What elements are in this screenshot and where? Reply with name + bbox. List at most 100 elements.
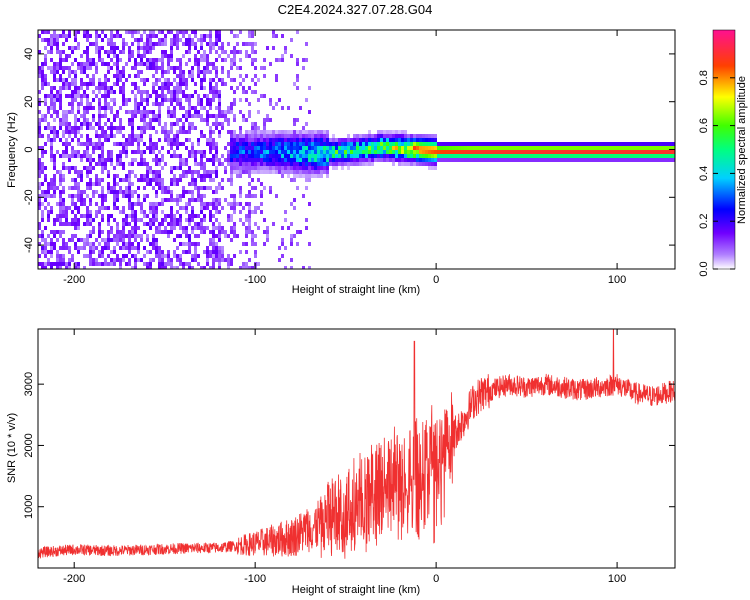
heatmap-cell [164, 82, 167, 86]
heatmap-cell [143, 178, 146, 182]
heatmap-cell [200, 70, 203, 74]
heatmap-cell [653, 142, 656, 146]
heatmap-cell [149, 110, 152, 114]
heatmap-cell [398, 134, 401, 138]
heatmap-cell [209, 82, 212, 86]
heatmap-cell [272, 46, 275, 50]
heatmap-cell [203, 218, 206, 222]
heatmap-cell [143, 118, 146, 122]
heatmap-cell [239, 186, 242, 190]
heatmap-cell [509, 146, 512, 150]
heatmap-cell [71, 210, 74, 214]
heatmap-cell [209, 46, 212, 50]
heatmap-cell [140, 34, 143, 38]
heatmap-cell [62, 110, 65, 114]
heatmap-cell [128, 198, 131, 202]
heatmap-cell [155, 42, 158, 46]
heatmap-cell [137, 178, 140, 182]
heatmap-cell [272, 30, 275, 34]
heatmap-cell [284, 246, 287, 250]
heatmap-cell [239, 194, 242, 198]
heatmap-cell [56, 38, 59, 42]
heatmap-cell [218, 262, 221, 266]
heatmap-cell [206, 262, 209, 266]
heatmap-cell [245, 134, 248, 138]
heatmap-cell [206, 186, 209, 190]
heatmap-cell [143, 158, 146, 162]
heatmap-cell [131, 158, 134, 162]
heatmap-cell [53, 218, 56, 222]
heatmap-cell [206, 170, 209, 174]
heatmap-cell [44, 194, 47, 198]
heatmap-cell [110, 130, 113, 134]
heatmap-cell [125, 154, 128, 158]
heatmap-cell [203, 170, 206, 174]
heatmap-cell [359, 134, 362, 138]
heatmap-cell [59, 174, 62, 178]
heatmap-cell [425, 158, 428, 162]
heatmap-cell [521, 154, 524, 158]
heatmap-cell [173, 106, 176, 110]
heatmap-cell [230, 78, 233, 82]
heatmap-cell [53, 162, 56, 166]
heatmap-cell [134, 218, 137, 222]
heatmap-cell [248, 226, 251, 230]
heatmap-cell [485, 158, 488, 162]
heatmap-cell [473, 146, 476, 150]
heatmap-cell [236, 66, 239, 70]
top-y-axis-label: Frequency (Hz) [6, 112, 18, 188]
heatmap-cell [146, 98, 149, 102]
heatmap-cell [518, 154, 521, 158]
heatmap-cell [122, 226, 125, 230]
heatmap-cell [254, 194, 257, 198]
heatmap-cell [239, 158, 242, 162]
heatmap-cell [191, 182, 194, 186]
heatmap-cell [131, 254, 134, 258]
heatmap-cell [275, 170, 278, 174]
heatmap-cell [113, 186, 116, 190]
heatmap-cell [434, 158, 437, 162]
heatmap-cell [446, 154, 449, 158]
heatmap-cell [122, 146, 125, 150]
heatmap-cell [440, 146, 443, 150]
heatmap-cell [233, 162, 236, 166]
heatmap-cell [122, 242, 125, 246]
heatmap-cell [179, 118, 182, 122]
heatmap-cell [170, 38, 173, 42]
heatmap-cell [632, 158, 635, 162]
heatmap-cell [149, 50, 152, 54]
heatmap-cell [293, 198, 296, 202]
heatmap-cell [77, 206, 80, 210]
heatmap-cell [323, 166, 326, 170]
heatmap-cell [89, 218, 92, 222]
heatmap-cell [122, 210, 125, 214]
heatmap-cell [38, 170, 41, 174]
heatmap-cell [254, 170, 257, 174]
heatmap-cell [620, 154, 623, 158]
heatmap-cell [365, 158, 368, 162]
x-tick-label: 100 [608, 274, 626, 286]
heatmap-cell [173, 166, 176, 170]
heatmap-cell [245, 250, 248, 254]
heatmap-cell [128, 54, 131, 58]
heatmap-cell [362, 134, 365, 138]
heatmap-cell [362, 158, 365, 162]
heatmap-cell [647, 150, 650, 154]
heatmap-cell [152, 174, 155, 178]
heatmap-cell [50, 94, 53, 98]
heatmap-cell [185, 162, 188, 166]
heatmap-cell [188, 222, 191, 226]
heatmap-cell [89, 170, 92, 174]
heatmap-cell [176, 202, 179, 206]
heatmap-cell [320, 170, 323, 174]
heatmap-cell [38, 34, 41, 38]
heatmap-cell [260, 130, 263, 134]
heatmap-cell [230, 86, 233, 90]
heatmap-cell [119, 154, 122, 158]
heatmap-cell [245, 150, 248, 154]
heatmap-cell [203, 178, 206, 182]
bottom-x-axis: -200 -100 0 100 [63, 329, 626, 585]
heatmap-cell [272, 222, 275, 226]
heatmap-cell [50, 158, 53, 162]
heatmap-cell [239, 142, 242, 146]
